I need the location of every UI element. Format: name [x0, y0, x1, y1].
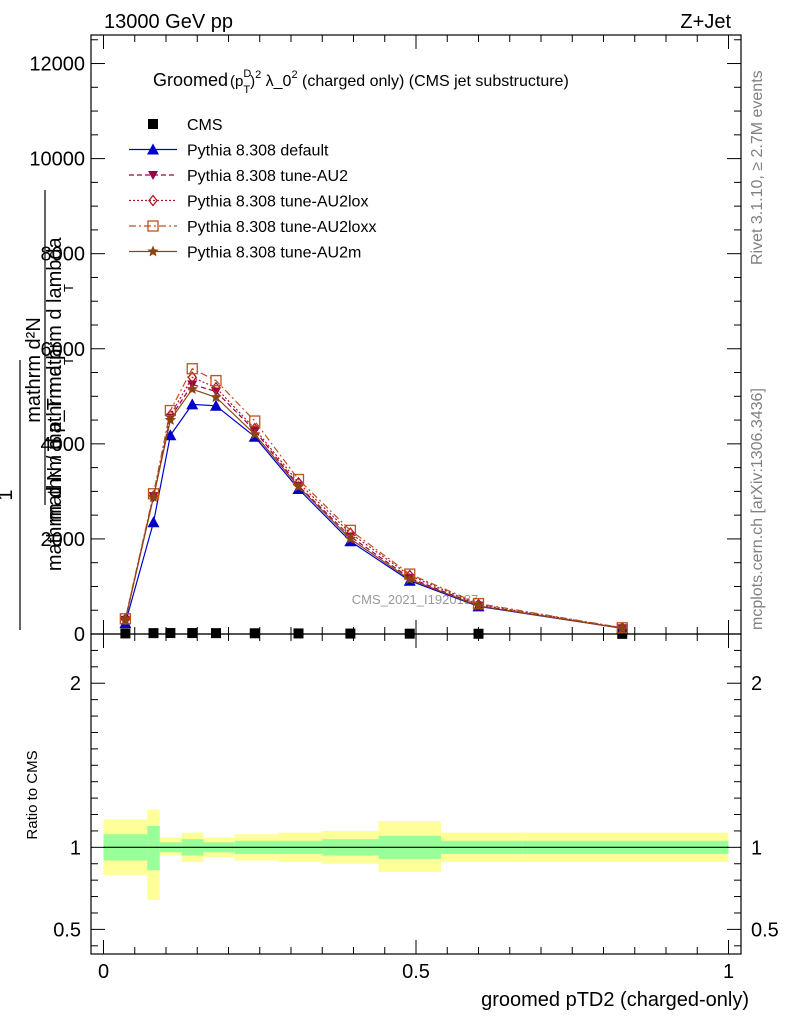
- legend-item: Pythia 8.308 tune-AU2loxx: [129, 219, 376, 236]
- data-point: [187, 371, 198, 384]
- legend-label: Pythia 8.308 tune-AU2m: [187, 245, 361, 262]
- data-point: [148, 628, 159, 639]
- main-y-tick-label: 2000: [41, 529, 86, 551]
- data-point: [210, 374, 222, 387]
- main-y-label: mathrm d²N mathrm d p_T mathrm d lambda …: [0, 190, 76, 630]
- data-point: [210, 399, 222, 411]
- data-point: [186, 363, 198, 375]
- data-point: [472, 599, 485, 611]
- legend-item: Pythia 8.308 tune-AU2m: [129, 245, 361, 262]
- data-point: [616, 622, 628, 634]
- y-label-prefix-sub: T: [61, 357, 76, 365]
- title-suffix: (charged only) (CMS jet substructure): [298, 73, 569, 90]
- x-axis-label: groomed pTD2 (charged-only): [481, 989, 749, 1011]
- header-right-label: Z+Jet: [680, 11, 731, 33]
- data-point: [119, 613, 132, 625]
- ratio-y-tick-label-right: 1: [751, 837, 762, 859]
- y-label-denominator: mathrm d p_T mathrm d lambda: [44, 236, 66, 522]
- legend-item: Pythia 8.308 default: [129, 143, 329, 160]
- legend-marker: [147, 143, 159, 155]
- legend-marker: [148, 194, 158, 207]
- ratio-y-label: Ratio to CMS: [24, 750, 41, 839]
- ratio-bands: [103, 809, 729, 900]
- main-y-tick-label: 0: [74, 624, 85, 646]
- data-point: [292, 480, 305, 492]
- legend-item: Pythia 8.308 tune-AU2: [129, 168, 348, 185]
- legend-marker: [148, 171, 158, 180]
- ratio-y-axis: 0.5 0.5 1 1 2 2: [53, 649, 779, 947]
- legend-label: Pythia 8.308 tune-AU2loxx: [187, 219, 376, 236]
- x-tick-label: 0.5: [402, 961, 430, 983]
- title-sup-d: D: [243, 68, 251, 80]
- main-y-tick-label: 6000: [41, 339, 86, 361]
- y-label-prefix-bottom: mathrm d N / mathrm d p: [44, 349, 66, 571]
- legend-label: Pythia 8.308 tune-AU2: [187, 168, 348, 185]
- legend-marker: [148, 119, 158, 129]
- rivet-label: Rivet 3.1.10, ≥ 2.7M events: [749, 70, 766, 265]
- data-point: [249, 628, 260, 639]
- data-point: [164, 429, 177, 441]
- plot-title: Groomed (pD T)2 λ_02 (charged only) (CMS j…: [153, 68, 569, 96]
- series-layer: [119, 363, 629, 639]
- title-p: (p: [230, 73, 243, 90]
- data-point: [404, 573, 416, 585]
- legend-item: CMS: [148, 117, 223, 134]
- ratio-y-tick-label-right: 0.5: [751, 919, 779, 941]
- data-point: [147, 491, 160, 502]
- y-label-denominator-sub: T: [61, 284, 76, 292]
- data-point: [249, 415, 261, 427]
- main-y-tick-label: 4000: [41, 434, 86, 456]
- title-sup-2: 2: [255, 69, 261, 81]
- ratio-inner-band: [147, 826, 160, 871]
- title-close: ): [250, 73, 255, 90]
- legend: CMS Pythia 8.308 default Pythia 8.308 tune…: [129, 117, 376, 262]
- y-label-prefix-top: 1: [0, 489, 17, 500]
- series-5: [119, 383, 628, 634]
- title-prefix: Groomed: [153, 70, 228, 90]
- ratio-y-tick-label-right: 2: [751, 673, 762, 695]
- data-point: [187, 628, 198, 639]
- legend-label: Pythia 8.308 tune-AU2lox: [187, 194, 368, 211]
- data-point: [210, 391, 222, 403]
- series-line: [124, 376, 623, 629]
- data-point: [186, 383, 198, 395]
- main-y-tick-label: 10000: [29, 149, 85, 171]
- data-point: [147, 516, 160, 528]
- title-sup-2b: 2: [291, 69, 297, 81]
- legend-item: Pythia 8.308 tune-AU2lox: [129, 194, 368, 211]
- ratio-x-axis: 0 0.5 1: [98, 634, 734, 983]
- title-sub-t: T: [243, 84, 250, 96]
- x-tick-label: 0: [98, 961, 109, 983]
- data-point: [165, 628, 176, 639]
- data-point: [344, 532, 357, 544]
- mcplots-label: mcplots.cern.ch [arXiv:1306.3436]: [749, 388, 766, 630]
- ratio-panel: 0.5 0.51 12 2 0 0.5 1 Ratio to CMS groomed pT…: [24, 633, 779, 1011]
- ratio-frame: [90, 633, 742, 955]
- data-point: [211, 628, 221, 639]
- main-y-axis: 0 2000 4000 6000 8000 10000 12000: [29, 39, 741, 646]
- data-point: [186, 398, 199, 410]
- series-line: [124, 367, 623, 629]
- ratio-y-tick-label: 0.5: [53, 919, 81, 941]
- ratio-y-tick-label: 2: [70, 673, 81, 695]
- title-lambda: λ_0: [261, 73, 291, 90]
- legend-label: CMS: [187, 117, 223, 134]
- data-point: [249, 428, 261, 440]
- main-y-tick-label: 8000: [41, 244, 86, 266]
- legend-marker: [147, 220, 159, 232]
- analysis-watermark: CMS_2021_I1920187: [352, 592, 479, 607]
- ratio-y-tick-label: 1: [70, 837, 81, 859]
- data-point: [148, 490, 159, 503]
- y-label-numerator: mathrm d²N: [23, 317, 45, 423]
- x-tick-label: 1: [723, 961, 734, 983]
- main-y-tick-label: 12000: [29, 54, 85, 76]
- data-point: [164, 414, 177, 425]
- header-left-label: 13000 GeV pp: [104, 11, 233, 33]
- legend-label: Pythia 8.308 default: [187, 143, 329, 160]
- legend-marker: [147, 245, 159, 257]
